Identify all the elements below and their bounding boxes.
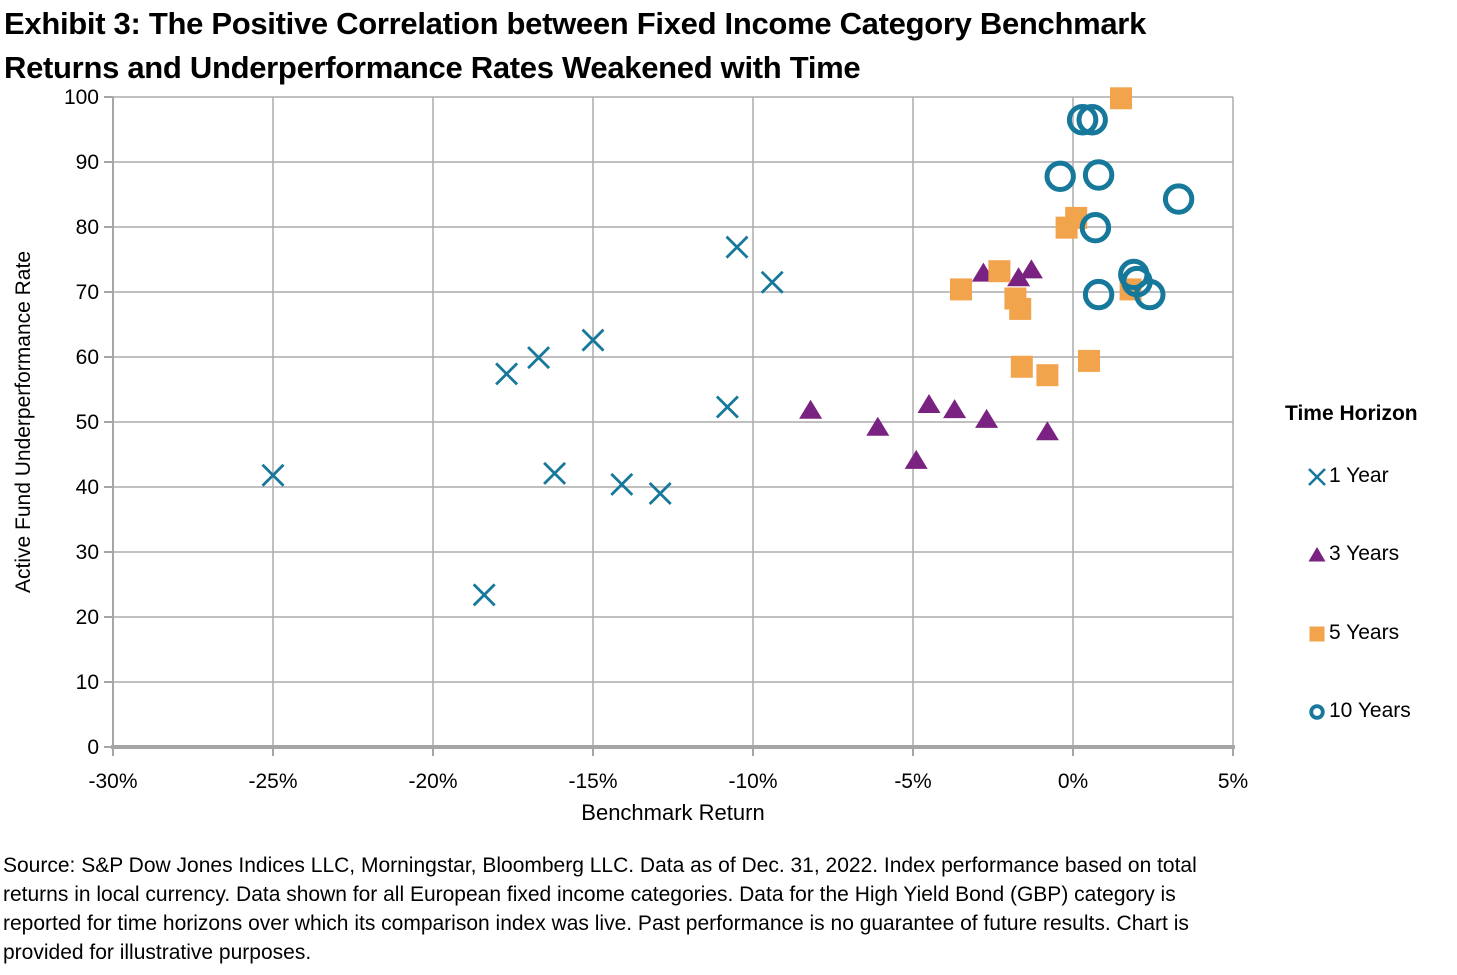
- x-tick-label: 0%: [1058, 770, 1088, 793]
- data-point-3-years: [917, 393, 941, 413]
- data-point-1-year: [495, 362, 519, 386]
- data-point-5-years: [1078, 349, 1100, 372]
- data-point-10-years: [1044, 160, 1076, 193]
- source-note: Source: S&P Dow Jones Indices LLC, Morni…: [3, 851, 1197, 967]
- y-tick-label: 60: [76, 346, 99, 369]
- legend-label-1-year: 1 Year: [1329, 464, 1389, 487]
- legend: Time Horizon 1 Year 3 Years 5 Years 10 Y…: [1277, 402, 1457, 732]
- data-point-10-years: [1082, 159, 1115, 191]
- y-tick-label: 50: [76, 411, 99, 434]
- data-point-10-years: [1076, 104, 1108, 136]
- chart-title: Exhibit 3: The Positive Correlation betw…: [4, 2, 1146, 90]
- y-tick-label: 20: [76, 606, 99, 629]
- legend-item-3-years: 3 Years: [1305, 542, 1399, 566]
- y-tick-label: 70: [76, 281, 99, 304]
- y-tick-label: 10: [76, 671, 99, 694]
- legend-title: Time Horizon: [1285, 402, 1418, 425]
- source-line2: returns in local currency. Data shown fo…: [3, 883, 1176, 906]
- source-line3: reported for time horizons over which it…: [3, 912, 1189, 935]
- data-point-1-year: [760, 270, 784, 294]
- legend-label-5-years: 5 Years: [1329, 621, 1400, 644]
- legend-item-5-years: 5 Years: [1305, 621, 1399, 645]
- x-tick-label: -5%: [894, 770, 931, 793]
- x-tick-label: -20%: [408, 770, 457, 793]
- data-point-10-years: [1079, 211, 1112, 244]
- data-point-1-year: [261, 463, 285, 487]
- data-point-1-year: [472, 583, 496, 607]
- chart-title-line1: Exhibit 3: The Positive Correlation betw…: [4, 6, 1147, 41]
- data-point-1-year: [648, 482, 672, 505]
- data-point-10-years: [1082, 278, 1115, 311]
- chart-title-line2: Returns and Underperformance Rates Weake…: [4, 50, 861, 85]
- data-point-10-years: [1066, 104, 1099, 136]
- x-tick-label: -25%: [248, 770, 297, 793]
- triangle-marker-icon: [1308, 547, 1326, 562]
- data-point-3-years: [904, 449, 928, 469]
- y-tick-label: 0: [87, 736, 99, 759]
- x-tick-label: -15%: [568, 770, 617, 793]
- y-tick-label: 30: [76, 541, 99, 564]
- x-tick-label: 5%: [1218, 770, 1248, 793]
- legend-glyph: [1309, 626, 1325, 642]
- data-point-5-years: [1009, 297, 1032, 320]
- scatter-plot: -30% -25% -20% -15% -10% -5% 0% 5% 0 10 20 30 40 50 60…: [64, 86, 1248, 793]
- data-point-5-years: [1110, 87, 1132, 110]
- data-point-5-years: [988, 260, 1011, 283]
- source-line1: Source: S&P Dow Jones Indices LLC, Morni…: [3, 854, 1197, 877]
- y-tick-label: 40: [76, 476, 99, 499]
- legend-label-10-years: 10 Years: [1329, 699, 1411, 722]
- data-point-1-year: [543, 461, 567, 485]
- x-axis-title: Benchmark Return: [581, 800, 765, 825]
- square-marker-icon: [1309, 626, 1325, 642]
- legend-glyph: [1308, 547, 1326, 562]
- data-point-1-year: [581, 328, 605, 352]
- circle-marker-icon: [1309, 704, 1325, 720]
- data-point-3-years: [1035, 421, 1059, 441]
- legend-glyph: [1309, 704, 1325, 720]
- data-point-3-years: [975, 408, 999, 428]
- y-tick-label: 100: [64, 86, 99, 109]
- legend-glyph: [1308, 468, 1326, 486]
- source-line4: provided for illustrative purposes.: [3, 941, 312, 964]
- data-point-3-years: [1007, 267, 1031, 287]
- data-point-5-years: [950, 278, 972, 301]
- data-point-1-year: [725, 235, 749, 259]
- data-point-3-years: [1019, 259, 1043, 279]
- data-point-1-year: [610, 472, 634, 496]
- data-point-1-year: [527, 346, 551, 370]
- y-tick-label: 90: [76, 151, 99, 174]
- y-axis-title: Active Fund Underperformance Rate: [12, 251, 35, 593]
- data-point-1-year: [715, 395, 739, 419]
- legend-item-1-year: 1 Year: [1305, 464, 1389, 488]
- data-point-10-years: [1162, 183, 1195, 215]
- y-tick-label: 80: [76, 216, 99, 239]
- x-tick-label: -30%: [88, 770, 137, 793]
- x-tick-label: -10%: [728, 770, 777, 793]
- data-point-5-years: [1036, 364, 1059, 387]
- data-point-3-years: [943, 399, 967, 419]
- data-point-5-years: [1010, 355, 1033, 378]
- data-point-10-years: [1134, 278, 1166, 311]
- data-point-3-years: [866, 416, 890, 436]
- x-marker-icon: [1308, 468, 1326, 486]
- legend-item-10-years: 10 Years: [1305, 699, 1411, 723]
- data-point-3-years: [799, 399, 823, 419]
- legend-label-3-years: 3 Years: [1329, 542, 1400, 565]
